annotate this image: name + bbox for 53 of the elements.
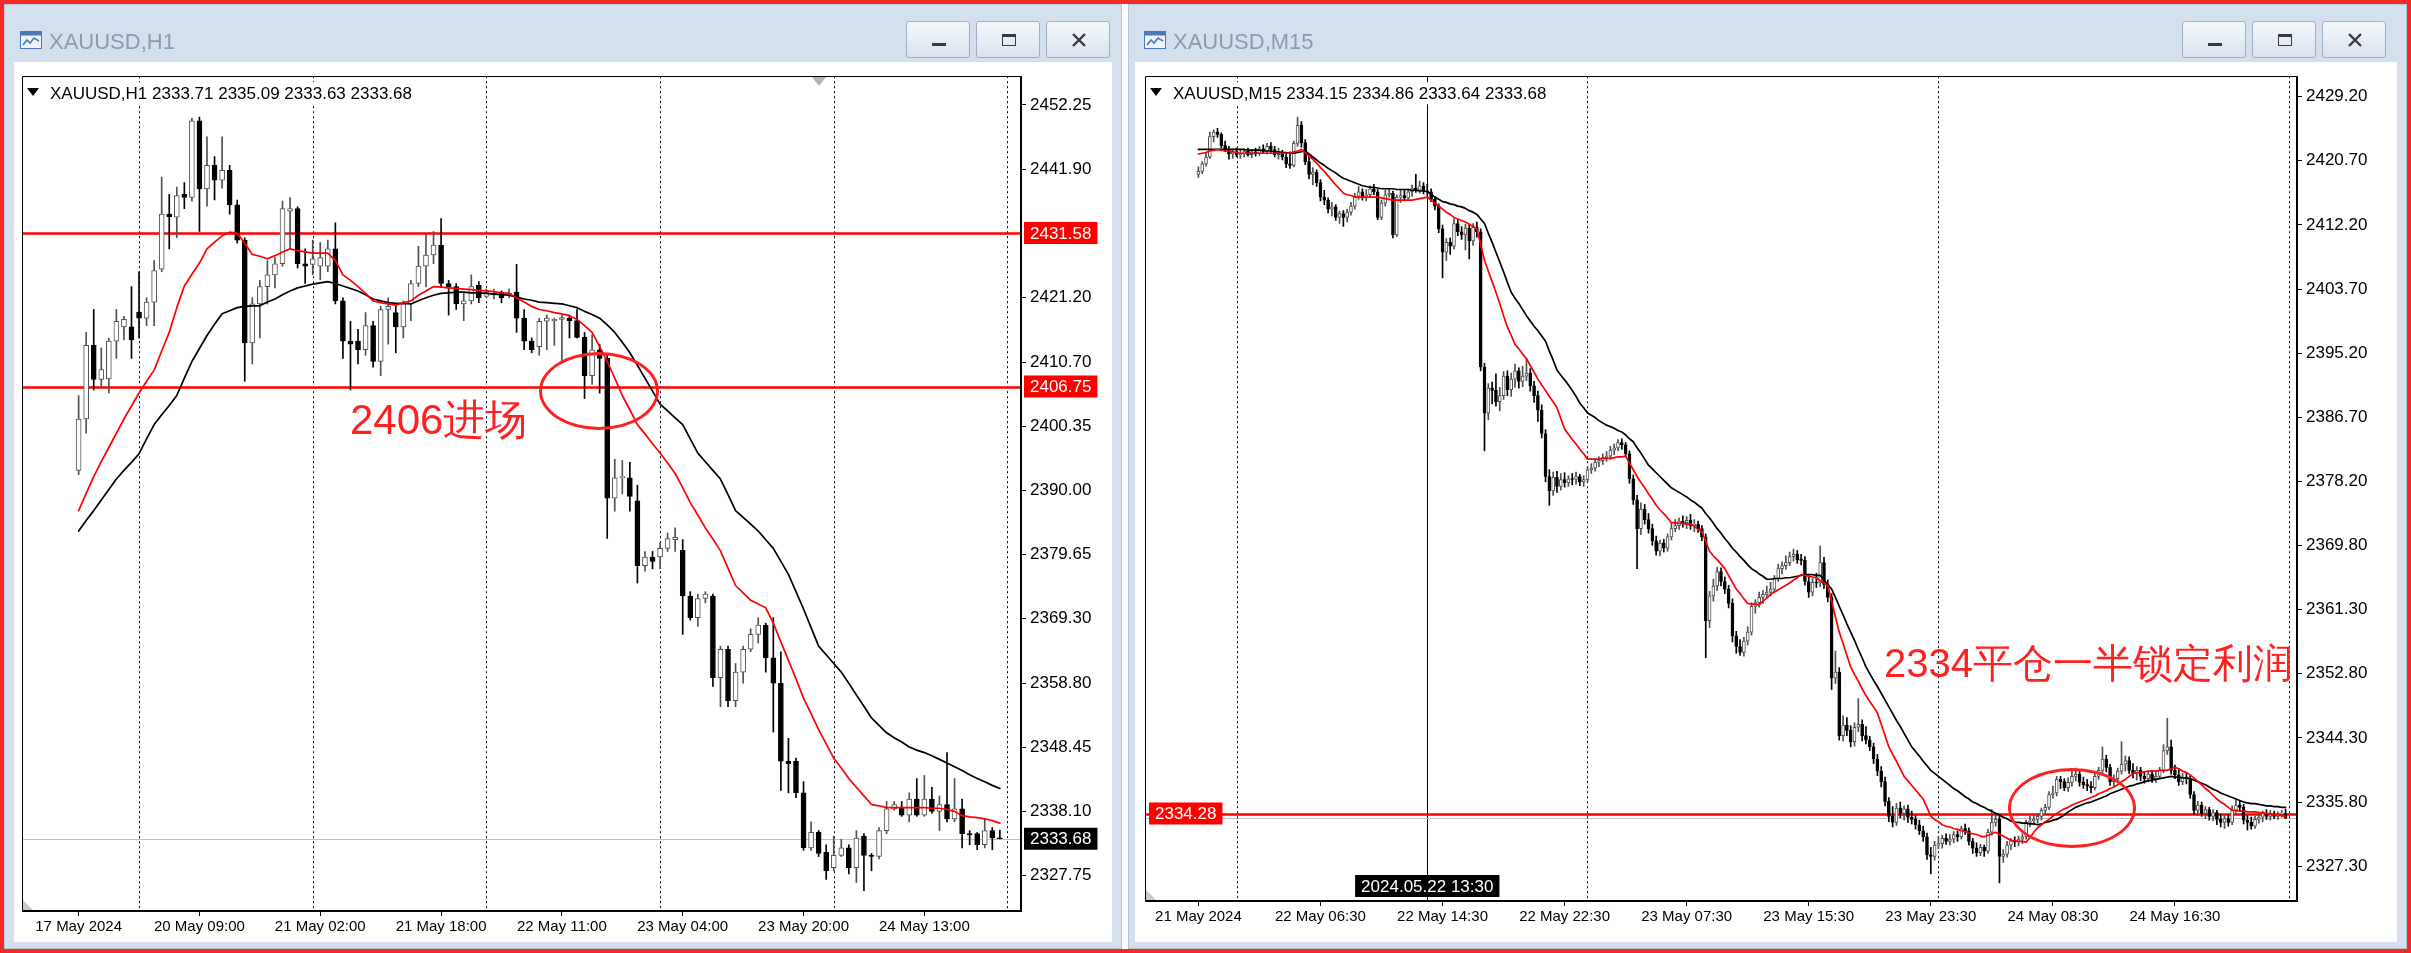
chart-title: XAUUSD,H1 xyxy=(49,29,175,54)
y-tick-label: 2379.65 xyxy=(1030,543,1092,563)
x-tick-label: 21 May 02:00 xyxy=(274,917,366,935)
x-tick-label: 23 May 04:00 xyxy=(637,917,729,935)
x-tick-label: 24 May 13:00 xyxy=(878,917,970,935)
x-tick-label: 17 May 2024 xyxy=(35,917,122,935)
y-tick-label: 2327.75 xyxy=(1030,865,1092,885)
y-tick-label: 2452.25 xyxy=(1030,94,1092,114)
ref-line-label: 2333.68 xyxy=(1030,829,1092,849)
y-tick-label: 2421.20 xyxy=(1030,286,1092,306)
y-tick-label: 2400.35 xyxy=(1030,415,1092,435)
y-tick-label: 2338.10 xyxy=(1030,801,1092,821)
y-tick-label: 2352.80 xyxy=(2306,663,2368,683)
y-tick-label: 2369.30 xyxy=(1030,607,1092,627)
annotation: 2406进场 xyxy=(349,396,528,444)
y-tick-label: 2403.70 xyxy=(2306,278,2368,298)
y-tick-label: 2335.80 xyxy=(2306,791,2368,811)
x-tick-label: 22 May 06:30 xyxy=(1275,907,1366,925)
y-tick-label: 2378.20 xyxy=(2306,471,2368,491)
ref-line-label: 2406.75 xyxy=(1030,377,1092,397)
ref-line-label: 2431.58 xyxy=(1030,223,1092,243)
y-tick-label: 2412.20 xyxy=(2306,214,2368,234)
x-tick-label: 23 May 23:30 xyxy=(1885,907,1977,925)
y-tick-label: 2420.70 xyxy=(2306,150,2368,170)
annotation: 2334平仓一半锁定利润 xyxy=(1884,640,2293,685)
y-tick-label: 2410.70 xyxy=(1030,351,1092,371)
y-tick-label: 2358.80 xyxy=(1030,672,1092,692)
x-tick-label: 21 May 18:00 xyxy=(395,917,487,935)
y-tick-label: 2390.00 xyxy=(1030,479,1092,499)
y-tick-label: 2429.20 xyxy=(2306,86,2368,106)
x-tick-label: 23 May 07:30 xyxy=(1641,907,1733,925)
x-tick-label: 23 May 15:30 xyxy=(1763,907,1855,925)
annotation: 2024.05.22 13:30 xyxy=(1361,876,1494,896)
x-tick-label: 22 May 14:30 xyxy=(1397,907,1488,925)
x-tick-label: 21 May 2024 xyxy=(1155,907,1242,925)
x-tick-label: 22 May 11:00 xyxy=(517,917,607,935)
chart-title: XAUUSD,M15 xyxy=(1173,29,1314,54)
y-tick-label: 2441.90 xyxy=(1030,158,1092,178)
y-tick-label: 2395.20 xyxy=(2306,343,2368,363)
y-tick-label: 2369.80 xyxy=(2306,534,2368,554)
x-tick-label: 24 May 16:30 xyxy=(2129,907,2221,925)
ref-line-label: 2334.28 xyxy=(1155,804,1217,824)
y-tick-label: 2386.70 xyxy=(2306,407,2368,427)
x-tick-label: 20 May 09:00 xyxy=(154,917,245,935)
y-tick-label: 2327.30 xyxy=(2306,855,2368,875)
y-tick-label: 2344.30 xyxy=(2306,727,2368,747)
text: XAUUSD,M15 2334.15 2334.86 2333.64 2333.68 xyxy=(1173,84,1547,104)
text: XAUUSD,H1 2333.71 2335.09 2333.63 2333.68 xyxy=(50,84,412,104)
x-tick-label: 24 May 08:30 xyxy=(2007,907,2099,925)
y-tick-label: 2348.45 xyxy=(1030,737,1092,757)
x-tick-label: 22 May 22:30 xyxy=(1519,907,1611,925)
x-tick-label: 23 May 20:00 xyxy=(758,917,849,935)
y-tick-label: 2361.30 xyxy=(2306,599,2368,619)
